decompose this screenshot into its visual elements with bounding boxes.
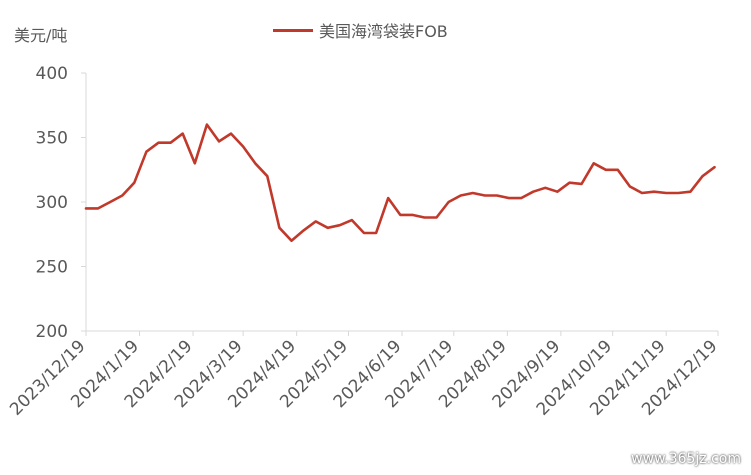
series-line xyxy=(84,123,716,242)
watermark-text: www.365jz.com xyxy=(631,451,741,467)
legend-line-swatch xyxy=(273,28,313,32)
legend-label: 美国海湾袋装FOB xyxy=(319,22,448,41)
y-axis-unit-label: 美元/吨 xyxy=(14,26,68,45)
y-tick-label: 400 xyxy=(36,64,68,84)
y-tick-label: 300 xyxy=(36,193,68,213)
x-axis: 2023/12/192024/1/192024/2/192024/3/19202… xyxy=(6,330,722,420)
y-tick-label: 200 xyxy=(36,322,68,342)
y-tick-label: 350 xyxy=(36,129,68,149)
y-tick-label: 250 xyxy=(36,258,68,278)
legend: 美国海湾袋装FOB xyxy=(273,18,448,42)
y-axis: 200 250 300 350 400 xyxy=(36,64,87,342)
series-layer xyxy=(84,123,716,242)
